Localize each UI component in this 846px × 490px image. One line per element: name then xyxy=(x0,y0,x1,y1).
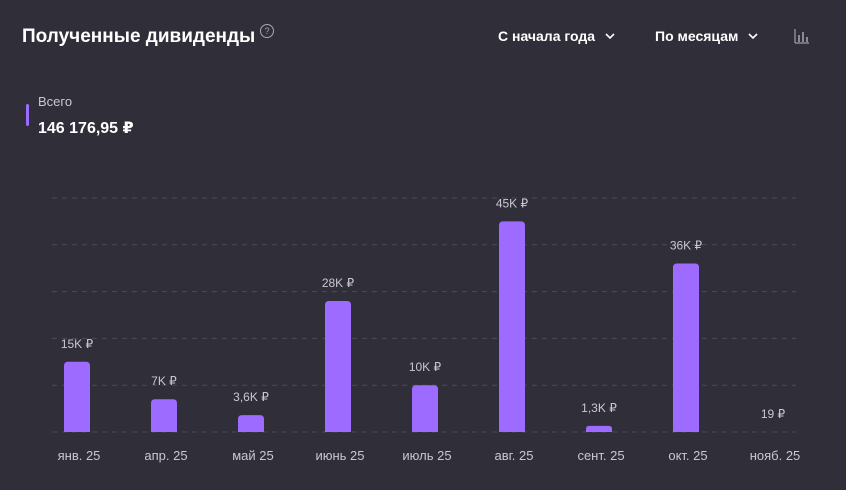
bar-1[interactable] xyxy=(64,361,90,432)
bar-4[interactable] xyxy=(325,300,351,432)
x-tick-label: апр. 25 xyxy=(144,448,187,463)
bar-value-label: 45K ₽ xyxy=(496,196,529,210)
page-title: Полученные дивиденды xyxy=(22,26,256,47)
bar-2[interactable] xyxy=(151,399,177,432)
x-tick-label: авг. 25 xyxy=(495,448,534,463)
legend-label: Всего xyxy=(38,94,73,109)
chevron-down-icon xyxy=(748,33,758,40)
help-icon[interactable]: ? xyxy=(260,24,274,38)
x-tick-label: май 25 xyxy=(232,448,274,463)
bar-value-label: 7K ₽ xyxy=(151,374,177,388)
x-tick-label: янв. 25 xyxy=(58,448,101,463)
bar-3[interactable] xyxy=(238,415,264,432)
legend-total: 146 176,95 ₽ xyxy=(38,120,134,137)
bar-value-label: 36K ₽ xyxy=(670,239,703,253)
bar-chart-icon[interactable] xyxy=(794,28,810,44)
period-dropdown[interactable]: С начала года xyxy=(498,28,615,44)
legend-color-swatch xyxy=(26,104,29,126)
grouping-dropdown-label: По месяцам xyxy=(655,28,739,44)
bar-8[interactable] xyxy=(673,263,699,432)
bar-7[interactable] xyxy=(586,425,612,432)
bar-5[interactable] xyxy=(412,385,438,432)
x-tick-label: июль 25 xyxy=(402,448,451,463)
x-tick-label: июнь 25 xyxy=(315,448,364,463)
bar-value-label: 10K ₽ xyxy=(409,360,442,374)
x-tick-label: нояб. 25 xyxy=(750,448,801,463)
chevron-down-icon xyxy=(605,33,615,40)
bar-6[interactable] xyxy=(499,221,525,432)
bar-value-label: 15K ₽ xyxy=(61,337,94,351)
x-tick-label: сент. 25 xyxy=(577,448,624,463)
bar-value-label: 28K ₽ xyxy=(322,276,355,290)
bar-value-label: 1,3K ₽ xyxy=(581,401,617,415)
bar-value-label: 3,6K ₽ xyxy=(233,390,269,404)
x-tick-label: окт. 25 xyxy=(668,448,707,463)
grouping-dropdown[interactable]: По месяцам xyxy=(655,28,758,44)
period-dropdown-label: С начала года xyxy=(498,28,596,44)
bar-value-label: 19 ₽ xyxy=(761,407,786,421)
